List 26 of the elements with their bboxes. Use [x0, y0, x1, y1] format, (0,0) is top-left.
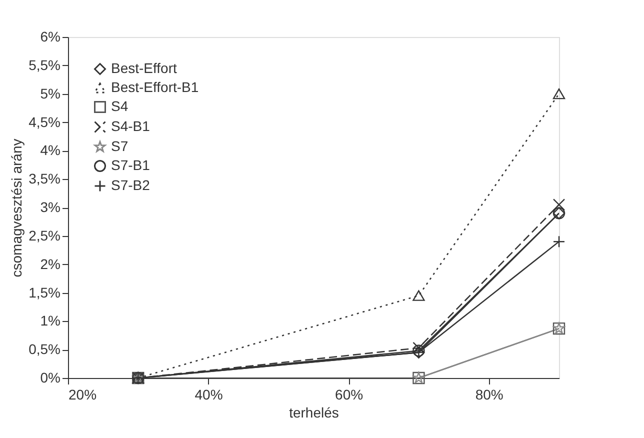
y-tick-label: 2%	[40, 256, 60, 272]
y-tick-label: 2,5%	[28, 227, 60, 244]
y-tick-label: 4%	[40, 142, 60, 158]
y-axis-title: csomagvesztési arány	[8, 138, 25, 278]
x-tick-label: 60%	[335, 386, 364, 402]
x-tick-label: 80%	[475, 386, 504, 402]
y-tick-label: 1,5%	[28, 284, 60, 300]
legend-label: S7-B1	[111, 157, 150, 173]
legend-label: S7-B2	[111, 177, 150, 193]
y-tick-label: 0,5%	[28, 341, 60, 358]
legend-label: Best-Effort	[111, 60, 177, 76]
x-tick-label: 20%	[68, 386, 97, 402]
legend-label: S7	[111, 138, 128, 154]
x-tick-label: 40%	[194, 386, 223, 402]
y-tick-label: 3%	[40, 199, 60, 215]
legend-label: Best-Effort-B1	[111, 79, 199, 95]
y-tick-label: 0%	[40, 370, 60, 386]
legend-label: S4	[111, 98, 128, 114]
y-tick-label: 3,5%	[28, 170, 60, 187]
y-tick-label: 6%	[40, 28, 60, 44]
y-tick-label: 5%	[40, 85, 60, 102]
y-tick-label: 5,5%	[28, 56, 60, 73]
y-tick-label: 4,5%	[28, 114, 60, 130]
x-axis-title: terhelés	[289, 404, 339, 420]
y-tick-label: 1%	[40, 312, 60, 329]
legend-label: S4-B1	[111, 118, 150, 134]
